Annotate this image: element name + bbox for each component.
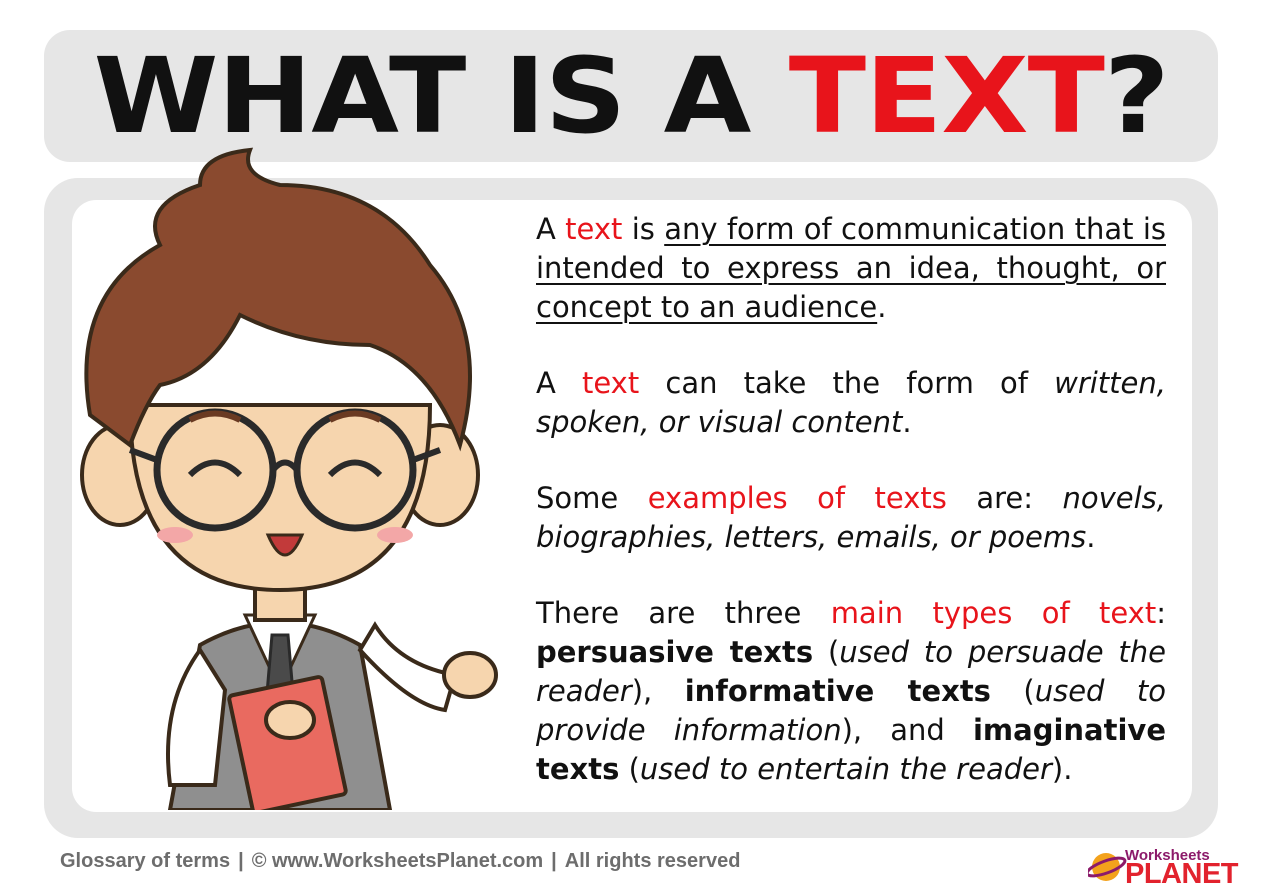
title-bar: WHAT IS A TEXT? [44, 30, 1218, 162]
keyword-examples: examples of texts [647, 481, 947, 515]
keyword-text: text [581, 366, 640, 400]
footer-separator: | [551, 850, 557, 872]
boy-illustration [80, 147, 498, 810]
paragraph-examples: Some examples of texts are: novels, biog… [536, 481, 1167, 554]
keyword-main-types: main types of text [830, 596, 1157, 630]
footer: Glossary of terms | © www.WorksheetsPlanet… [60, 850, 740, 873]
footer-copyright[interactable]: © www.WorksheetsPlanet.com [251, 850, 544, 872]
definition-underlined: any form of communication that is intend… [536, 212, 1166, 324]
footer-rights: All rights reserved [564, 850, 741, 872]
keyword-text: text [565, 212, 623, 246]
paragraph-definition: A text is any form of communication that… [536, 212, 1166, 324]
footer-separator: | [238, 850, 244, 872]
logo-worksheets: Worksheets [1125, 847, 1210, 864]
planet-logo-icon [1088, 853, 1127, 881]
page-title: WHAT IS A TEXT? [93, 35, 1169, 157]
paragraph-types: There are three main types of text: pers… [536, 596, 1166, 786]
footer-glossary: Glossary of terms [60, 850, 231, 872]
logo-planet: PLANET [1125, 858, 1239, 890]
paragraph-forms: A text can take the form of written, spo… [536, 366, 1166, 439]
definition-text: A text is any form of communication that… [536, 210, 1166, 826]
title-accent: TEXT [788, 35, 1105, 157]
